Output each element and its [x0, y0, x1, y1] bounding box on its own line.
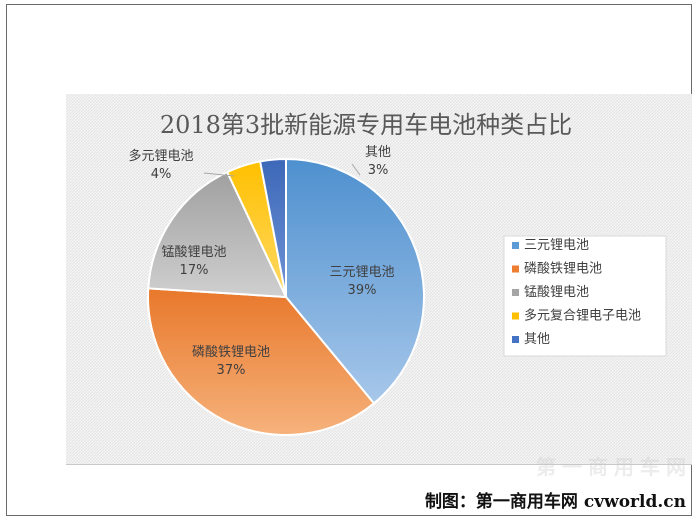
data-label-value: 3% — [368, 163, 389, 178]
legend-swatch — [512, 242, 519, 249]
pie-slice — [258, 157, 287, 298]
chart-area: 2018第3批新能源专用车电池种类占比 三元锂电池 39% 磷酸铁锂电池 37% 锰酸锂… — [66, 94, 692, 465]
legend-swatch — [512, 336, 519, 343]
chart-title: 2018第3批新能源专用车电池种类占比 — [160, 111, 572, 139]
pie-slice — [147, 287, 376, 436]
data-label-name: 三元锂电池 — [329, 265, 394, 280]
watermark-text: 第一商用车网 — [536, 455, 692, 479]
legend-entry: 三元锂电池 — [524, 238, 589, 253]
legend-swatch — [512, 312, 519, 320]
data-label-value: 4% — [151, 167, 172, 182]
legend-entry: 锰酸锂电池 — [524, 285, 589, 300]
data-label-value: 39% — [348, 283, 377, 298]
data-label-value: 37% — [217, 363, 246, 378]
data-label-name: 多元锂电池 — [128, 148, 193, 164]
legend-swatch — [512, 289, 519, 296]
legend-entry: 磷酸铁锂电池 — [524, 262, 602, 277]
chart-credit: 制图：第一商用车网 cvworld.cn — [424, 492, 686, 512]
data-label-name: 锰酸锂电池 — [161, 245, 226, 260]
data-label-name: 磷酸铁锂电池 — [192, 345, 270, 360]
data-label-name: 其他 — [365, 145, 391, 160]
legend-entry: 其他 — [524, 332, 550, 347]
legend-box — [503, 235, 667, 357]
leader-line — [203, 172, 235, 177]
data-label-value: 17% — [180, 263, 209, 278]
pie-chart: 2018第3批新能源专用车电池种类占比 三元锂电池 39% 磷酸铁锂电池 37% 锰酸锂… — [66, 94, 692, 464]
pie-slice — [147, 170, 288, 299]
leader-line — [351, 163, 361, 176]
legend-swatch — [512, 265, 519, 273]
pie-slice — [285, 157, 425, 405]
legend-entry: 多元复合锂电子电池 — [524, 308, 641, 324]
